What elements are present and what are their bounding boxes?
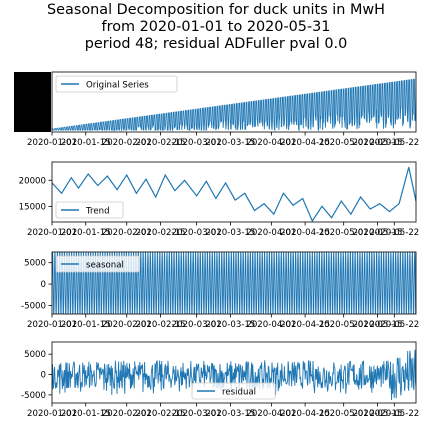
chart-title: Seasonal Decomposition for duck units in…	[0, 2, 432, 53]
seasonal-xtick-label: 2020-05-15	[352, 320, 402, 330]
trend-xtick-label: 2020-01-01	[27, 228, 77, 238]
trend-xtick-label: 2020-05-22	[369, 228, 419, 238]
seasonal-xtick-label: 2020-05-22	[369, 320, 419, 330]
seasonal-xtick-label: 2020-01-15	[61, 320, 111, 330]
trend-legend-label: Trend	[85, 207, 110, 217]
trend-xtick-label: 2020-04-01	[246, 228, 296, 238]
trend-axes-frame	[51, 161, 417, 223]
observed-xtick-label: 2020-03-01	[172, 138, 222, 148]
seasonal-xtick-label: 2020-02-01	[102, 320, 152, 330]
residual-ytick-label: 0	[41, 371, 46, 381]
trend-xtick-label: 2020-05-15	[352, 228, 402, 238]
residual-axes-frame	[51, 341, 417, 404]
residual-xtick-label: 2020-05-15	[352, 409, 402, 419]
seasonal-xtick-label: 2020-02-15	[136, 320, 186, 330]
residual-ytick-label: -5000	[21, 391, 46, 401]
observed-xtick-label: 2020-04-15	[280, 138, 330, 148]
residual-xtick-label: 2020-02-15	[136, 409, 186, 419]
residual-xtick-label: 2020-03-15	[205, 409, 255, 419]
observed-xtick-label: 2020-03-15	[205, 138, 255, 148]
trend-xtick-label: 2020-01-15	[61, 228, 111, 238]
trend-xtick-label: 2020-03-01	[172, 228, 222, 238]
observed-axes-frame	[51, 71, 417, 133]
seasonal-legend-box	[55, 255, 140, 273]
residual-ytick-label: 5000	[24, 350, 46, 360]
residual-xtick-label: 2020-04-01	[246, 409, 296, 419]
trend-xtick-label: 2020-05-01	[319, 228, 369, 238]
residual-series-line	[52, 349, 416, 401]
seasonal-ytick-label: 0	[41, 280, 46, 290]
observed-xtick-label: 2020-02-01	[102, 138, 152, 148]
seasonal-ytick-label: -5000	[21, 301, 46, 311]
residual-xtick-label: 2020-03-01	[172, 409, 222, 419]
residual-xtick-label: 2020-05-22	[369, 409, 419, 419]
seasonal-xtick-label: 2020-04-01	[246, 320, 296, 330]
residual-xtick-label: 2020-04-15	[280, 409, 330, 419]
trend-xtick-label: 2020-03-15	[205, 228, 255, 238]
residual-legend-label: residual	[222, 388, 256, 398]
seasonal-ytick-label: 5000	[24, 259, 46, 269]
trend-ytick-label: 15000	[19, 202, 46, 212]
trend-ytick-label: 20000	[19, 176, 46, 186]
seasonal-xtick-label: 2020-01-01	[27, 320, 77, 330]
seasonal-axes-frame	[51, 251, 417, 315]
observed-xtick-label: 2020-05-22	[369, 138, 419, 148]
observed-xtick-label: 2020-05-15	[352, 138, 402, 148]
observed-xtick-label: 2020-01-15	[61, 138, 111, 148]
observed-xtick-label: 2020-05-01	[319, 138, 369, 148]
observed-legend-box	[55, 75, 178, 93]
seasonal-xtick-label: 2020-03-01	[172, 320, 222, 330]
title-line-1: Seasonal Decomposition for duck units in…	[47, 2, 385, 18]
seasonal-xtick-label: 2020-04-15	[280, 320, 330, 330]
trend-xtick-label: 2020-02-01	[102, 228, 152, 238]
trend-series-line	[52, 167, 416, 222]
residual-xtick-label: 2020-05-01	[319, 409, 369, 419]
seasonal-xtick-label: 2020-03-15	[205, 320, 255, 330]
seasonal-xtick-label: 2020-05-01	[319, 320, 369, 330]
observed-legend-label: Original Series	[86, 81, 149, 91]
observed-xtick-label: 2020-01-01	[27, 138, 77, 148]
seasonal-series-line	[52, 252, 416, 314]
residual-xtick-label: 2020-01-01	[27, 409, 77, 419]
observed-xtick-label: 2020-02-15	[136, 138, 186, 148]
residual-xtick-label: 2020-02-01	[102, 409, 152, 419]
residual-xtick-label: 2020-01-15	[61, 409, 111, 419]
residual-legend-box	[191, 382, 276, 400]
title-line-3: period 48; residual ADFuller pval 0.0	[84, 36, 348, 52]
observed-xtick-label: 2020-04-01	[246, 138, 296, 148]
observed-left-bar	[14, 72, 51, 132]
trend-legend-box	[55, 201, 124, 219]
title-line-2: from 2020-01-01 to 2020-05-31	[101, 19, 331, 35]
observed-series-line	[52, 78, 416, 132]
trend-xtick-label: 2020-02-15	[136, 228, 186, 238]
seasonal-legend-label: seasonal	[86, 261, 124, 271]
trend-xtick-label: 2020-04-15	[280, 228, 330, 238]
